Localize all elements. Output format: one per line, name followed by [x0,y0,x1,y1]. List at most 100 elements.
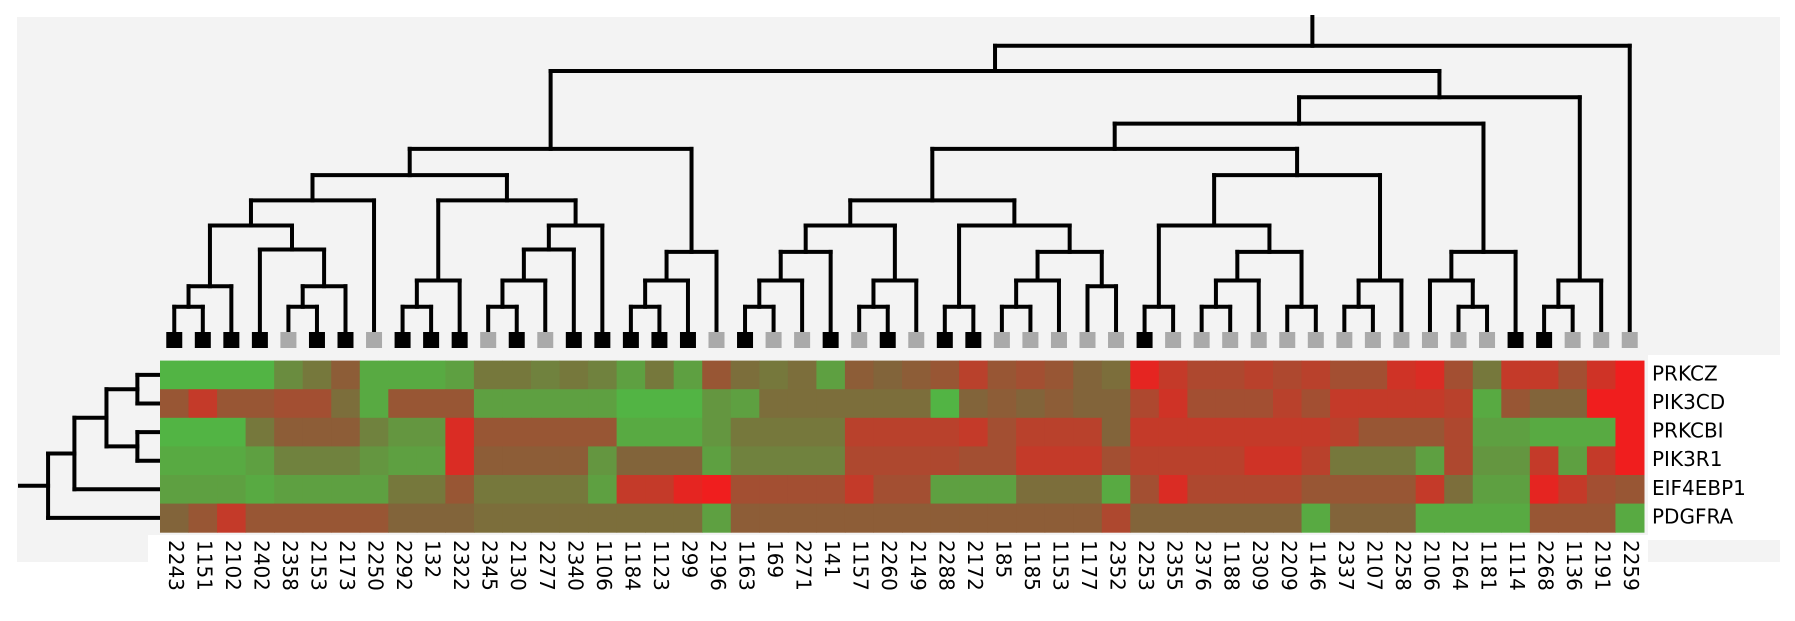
column-label: 1177 [1077,540,1101,591]
heat-cell [188,475,218,505]
heat-cell [1244,446,1274,476]
heat-cell [160,503,190,533]
heat-cell [1387,446,1417,476]
column-label: 2149 [906,540,930,591]
heat-cell [1044,446,1074,476]
heat-cell [245,446,275,476]
column-label: 2243 [164,540,188,591]
heat-cell [502,503,532,533]
heat-cell [1615,389,1645,419]
row-label: PIK3CD [1652,390,1725,414]
heat-cell [1130,446,1160,476]
heat-cell [502,417,532,447]
heat-cell [1187,475,1217,505]
column-label: 2268 [1534,540,1558,591]
heat-cell [902,503,932,533]
heat-cell [588,389,618,419]
heat-cell [1472,503,1502,533]
heat-cell [559,446,589,476]
heat-cell [502,360,532,390]
heat-cell [816,389,846,419]
heat-cell [1358,360,1388,390]
group-marker [223,332,240,348]
heat-cell [245,360,275,390]
heat-cell [245,389,275,419]
heat-cell [1387,503,1417,533]
heat-cell [1273,360,1303,390]
column-label: 1114 [1505,540,1529,591]
column-label: 141 [820,540,844,578]
heat-cell [1273,503,1303,533]
heat-cell [1472,360,1502,390]
heat-cell [359,360,389,390]
heat-cell [331,417,361,447]
row-label: PDGFRA [1652,504,1734,528]
heat-cell [1358,475,1388,505]
heat-cell [730,475,760,505]
heat-cell [1244,389,1274,419]
column-label: 2164 [1448,540,1472,591]
heat-cell [1244,360,1274,390]
heat-cell [1472,446,1502,476]
column-label: 1136 [1562,540,1586,591]
heat-cell [816,475,846,505]
group-marker [851,332,868,348]
group-marker [1136,332,1153,348]
heat-cell [274,475,304,505]
heat-cell [1501,446,1531,476]
group-marker [1593,332,1610,348]
group-marker [1479,332,1496,348]
heat-cell [1615,446,1645,476]
heat-cell [1586,360,1616,390]
column-label: 2253 [1134,540,1158,591]
group-marker [166,332,183,348]
heat-cell [1044,360,1074,390]
heat-cell [559,360,589,390]
heat-cell [1501,475,1531,505]
heat-cell [1215,417,1245,447]
heat-cell [1558,475,1588,505]
heat-cell [1444,446,1474,476]
heat-cell [816,446,846,476]
group-marker [1079,332,1096,348]
heat-cell [730,417,760,447]
heat-cell [473,417,503,447]
heat-cell [730,503,760,533]
heat-cell [930,389,960,419]
heat-cell [730,446,760,476]
heat-cell [331,475,361,505]
row-label: EIF4EBP1 [1652,476,1746,500]
heat-cell [1158,360,1188,390]
heat-cell [1158,446,1188,476]
heat-cell [1558,389,1588,419]
heat-cell [1301,360,1331,390]
group-marker [1108,332,1125,348]
heat-cell [1501,417,1531,447]
heat-cell [445,417,475,447]
heat-cell [331,503,361,533]
heat-cell [1415,389,1445,419]
heat-cell [730,360,760,390]
heat-cell [274,446,304,476]
column-label: 2258 [1391,540,1415,591]
heat-cell [588,417,618,447]
group-marker [1193,332,1210,348]
column-label: 185 [991,540,1015,578]
heat-cell [1444,417,1474,447]
group-marker [565,332,582,348]
column-label: 1151 [192,540,216,591]
heat-cell [1444,503,1474,533]
column-label: 2106 [1419,540,1443,591]
heat-cell [645,475,675,505]
heat-cell [787,389,817,419]
heat-cell [873,446,903,476]
heat-cell [1415,503,1445,533]
heat-cell [645,503,675,533]
column-label: 1106 [592,540,616,591]
heat-cell [930,475,960,505]
heat-cell [959,503,989,533]
heat-cell [844,446,874,476]
row-label: PRKCBI [1652,419,1724,443]
column-label: 2355 [1163,540,1187,591]
heat-cell [987,503,1017,533]
